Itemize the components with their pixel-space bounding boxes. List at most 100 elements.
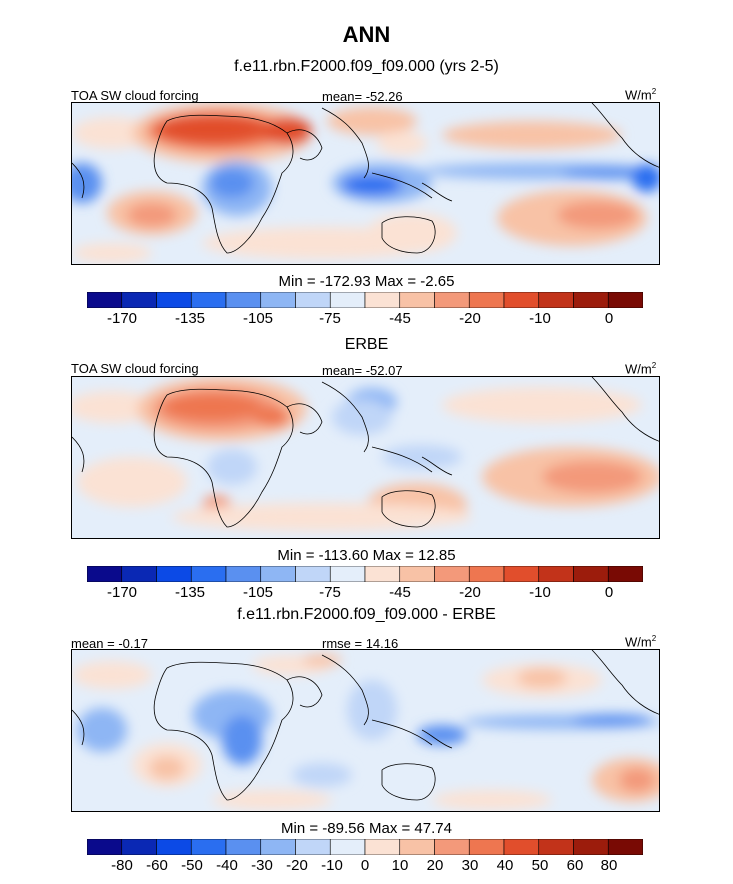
colorbar-box [121, 839, 157, 855]
panel-3-map [71, 649, 660, 812]
cbar-1-tick: -105 [242, 310, 274, 327]
colorbar-box [295, 566, 331, 582]
cbar-2-tick: 0 [604, 584, 614, 601]
colorbar-box [573, 566, 609, 582]
colorbar-box [121, 292, 157, 308]
colorbar-box [87, 839, 123, 855]
cbar-1-tick: -10 [529, 310, 551, 327]
colorbar-box [607, 839, 643, 855]
colorbar-box [468, 839, 505, 855]
colorbar-box [295, 839, 331, 855]
colorbar-box [295, 292, 331, 308]
colorbar-box [156, 839, 192, 855]
cbar-3-tick: -10 [321, 857, 343, 874]
panel-1-colorbar [87, 292, 643, 308]
colorbar-box [225, 839, 262, 855]
cbar-3-tick: 60 [566, 857, 584, 874]
cbar-3-tick: 80 [600, 857, 618, 874]
panel-2-units: W/m2 [625, 361, 657, 377]
colorbar-box [503, 292, 540, 308]
colorbar-box [156, 566, 192, 582]
cbar-3-tick: -80 [111, 857, 133, 874]
colorbar-box [503, 839, 540, 855]
cbar-3-tick: -20 [286, 857, 308, 874]
cbar-2-tick: -170 [106, 584, 138, 601]
cbar-1-tick: 0 [604, 310, 614, 327]
panel-1-mean-label: mean= -52.26 [322, 89, 403, 104]
colorbar-box [260, 839, 296, 855]
colorbar-box [468, 292, 505, 308]
colorbar-box [538, 839, 574, 855]
cbar-2-tick: -20 [459, 584, 481, 601]
colorbar-box [260, 292, 296, 308]
colorbar-box [329, 566, 366, 582]
panel-3-units: W/m2 [625, 634, 657, 650]
colorbar-box [87, 292, 123, 308]
cbar-3-tick: -60 [146, 857, 168, 874]
cbar-3-tick: -40 [216, 857, 238, 874]
main-title: ANN [342, 22, 391, 47]
colorbar-box [364, 839, 401, 855]
panel-3-colorbar [87, 839, 643, 855]
colorbar-box [573, 839, 609, 855]
colorbar-box [503, 566, 540, 582]
panel-2-variable-label: TOA SW cloud forcing [71, 361, 199, 376]
colorbar-box [364, 292, 401, 308]
cbar-3-tick: 30 [461, 857, 479, 874]
panel-3-minmax: Min = -89.56 Max = 47.74 [281, 820, 452, 837]
cbar-1-tick: -45 [389, 310, 411, 327]
panel-3-mean-label: mean = -0.17 [71, 636, 148, 651]
colorbar-box [156, 292, 192, 308]
cbar-3-tick: -30 [251, 857, 273, 874]
colorbar-box [607, 566, 643, 582]
colorbar-box [364, 566, 401, 582]
cbar-3-tick: 10 [391, 857, 409, 874]
cbar-3-tick: 40 [496, 857, 514, 874]
colorbar-box [190, 292, 227, 308]
cbar-1-tick: -20 [459, 310, 481, 327]
colorbar-box [399, 839, 435, 855]
colorbar-box [190, 566, 227, 582]
colorbar-box [121, 566, 157, 582]
colorbar-box [434, 566, 470, 582]
cbar-3-tick: 20 [426, 857, 444, 874]
colorbar-box [434, 839, 470, 855]
panel-2-title: ERBE [344, 336, 389, 353]
panel-2-mean-label: mean= -52.07 [322, 363, 403, 378]
colorbar-box [434, 292, 470, 308]
colorbar-box [573, 292, 609, 308]
colorbar-box [538, 292, 574, 308]
cbar-2-tick: -45 [389, 584, 411, 601]
colorbar-box [399, 566, 435, 582]
colorbar-box [468, 566, 505, 582]
colorbar-box [225, 566, 262, 582]
colorbar-box [607, 292, 643, 308]
cbar-2-tick: -75 [319, 584, 341, 601]
panel-1-variable-label: TOA SW cloud forcing [71, 88, 199, 103]
cbar-3-tick: -50 [181, 857, 203, 874]
panel-1-minmax: Min = -172.93 Max = -2.65 [278, 273, 455, 290]
cbar-1-tick: -135 [174, 310, 206, 327]
colorbar-box [87, 566, 123, 582]
cbar-2-tick: -105 [242, 584, 274, 601]
colorbar-box [329, 839, 366, 855]
cbar-2-tick: -10 [529, 584, 551, 601]
panel-2-minmax: Min = -113.60 Max = 12.85 [277, 547, 456, 564]
colorbar-box [225, 292, 262, 308]
cbar-3-tick: 50 [531, 857, 549, 874]
cbar-1-tick: -170 [106, 310, 138, 327]
panel-1-map [71, 102, 660, 265]
panel-2-map [71, 376, 660, 539]
colorbar-box [329, 292, 366, 308]
colorbar-box [260, 566, 296, 582]
cbar-2-tick: -135 [174, 584, 206, 601]
panel-1-title: f.e11.rbn.F2000.f09_f09.000 (yrs 2-5) [234, 58, 499, 75]
panel-2-colorbar [87, 566, 643, 582]
cbar-3-tick: 0 [360, 857, 370, 874]
colorbar-box [190, 839, 227, 855]
colorbar-box [399, 292, 435, 308]
colorbar-box [538, 566, 574, 582]
panel-1-units: W/m2 [625, 87, 657, 103]
cbar-1-tick: -75 [319, 310, 341, 327]
panel-3-title: f.e11.rbn.F2000.f09_f09.000 - ERBE [237, 606, 496, 623]
